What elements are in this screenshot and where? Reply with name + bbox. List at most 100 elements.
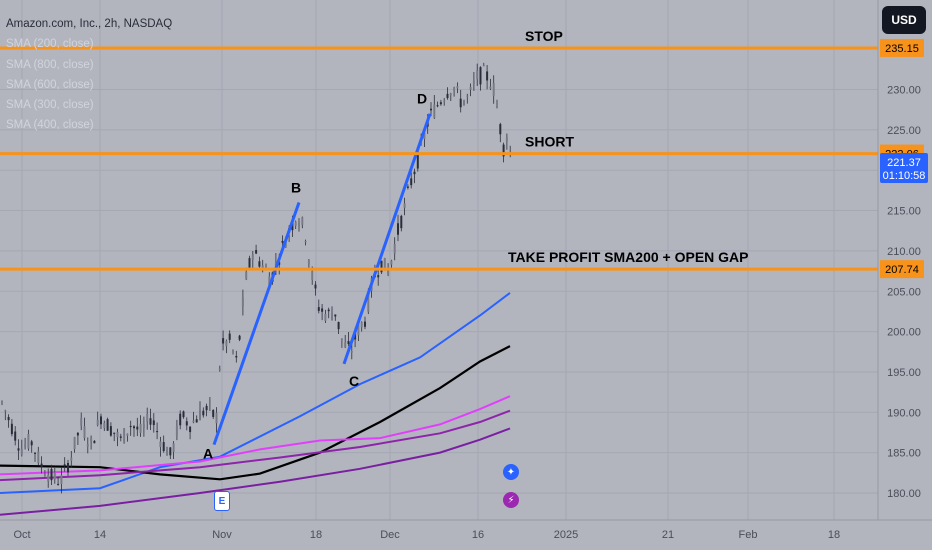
candle-body <box>393 244 396 254</box>
candle-body <box>30 441 33 446</box>
level-price-badge <box>880 260 924 279</box>
candle-body <box>47 475 50 482</box>
level-price-label: 235.15 <box>885 43 919 55</box>
indicator-sma-800[interactable]: SMA (800, close) <box>6 58 94 71</box>
candle-body <box>53 472 56 480</box>
split-event-icon[interactable]: ⚡ <box>503 492 519 508</box>
candle-body <box>146 413 149 422</box>
last-price-badge <box>880 153 928 183</box>
candle-body <box>27 434 30 449</box>
candle-body <box>331 313 333 320</box>
time-tick-label: 16 <box>472 529 484 541</box>
time-tick-label: 14 <box>94 529 106 541</box>
candle-body <box>100 416 102 425</box>
candle-body <box>57 483 60 485</box>
candle-body <box>14 431 17 441</box>
candle-body <box>463 100 465 105</box>
candle-body <box>476 70 479 80</box>
candle-body <box>195 419 198 423</box>
candle-body <box>166 449 168 456</box>
indicator-sma-600[interactable]: SMA (600, close) <box>6 78 94 91</box>
candle-body <box>162 442 165 452</box>
sma-line <box>0 395 511 476</box>
wave-label-a: A <box>203 446 213 462</box>
candle-body <box>76 432 79 436</box>
price-axis <box>878 0 932 520</box>
indicator-sma-200[interactable]: SMA (200, close) <box>6 38 94 51</box>
last-price-countdown: 01:10:58 <box>883 170 926 182</box>
candle-body <box>205 405 208 411</box>
time-tick-label: Nov <box>212 529 232 541</box>
price-tick-label: 205.00 <box>887 286 921 298</box>
candle-body <box>116 432 119 438</box>
candle-body <box>406 186 409 188</box>
candle-body <box>228 333 231 340</box>
candle-body <box>317 307 320 311</box>
candle-body <box>192 420 195 423</box>
wave-label-d: D <box>417 91 427 107</box>
candle-body <box>340 338 343 341</box>
time-tick-label: 18 <box>828 529 840 541</box>
trend-line <box>212 201 301 446</box>
dividend-event-icon[interactable]: ✦ <box>503 464 519 480</box>
price-tick-label: 190.00 <box>887 407 921 419</box>
candle-body <box>37 451 40 463</box>
candle-body <box>172 443 175 452</box>
candle-body <box>423 132 426 140</box>
candle-body <box>469 86 472 90</box>
candle-body <box>126 433 129 436</box>
candle-body <box>1 401 3 403</box>
candle-body <box>109 426 112 436</box>
candle-body <box>255 250 258 254</box>
candle-body <box>189 426 192 433</box>
candle-body <box>7 417 10 421</box>
candle-body <box>499 124 502 135</box>
candle-body <box>185 421 188 426</box>
candle-body <box>218 368 221 371</box>
candle-body <box>251 254 254 260</box>
candle-body <box>238 335 241 340</box>
candle-body <box>321 308 324 312</box>
price-tick-label: 215.00 <box>887 206 921 218</box>
price-tick-label: 185.00 <box>887 448 921 460</box>
candle-body <box>281 240 284 243</box>
candle-body <box>258 261 261 267</box>
candle-body <box>410 178 413 186</box>
time-tick-label: 2025 <box>554 529 578 541</box>
candle-body <box>248 258 251 268</box>
trend-line <box>342 113 432 365</box>
candle-body <box>142 424 145 428</box>
indicator-sma-400[interactable]: SMA (400, close) <box>6 119 94 132</box>
indicator-sma-300[interactable]: SMA (300, close) <box>6 99 94 112</box>
sma-line <box>0 345 511 481</box>
candle-body <box>443 100 446 102</box>
price-tick-label: 210.00 <box>887 246 921 258</box>
candle-body <box>139 423 142 433</box>
candle-body <box>63 464 66 466</box>
candle-body <box>413 171 416 175</box>
candle-body <box>284 242 287 248</box>
candle-body <box>43 474 46 476</box>
candle-body <box>4 410 7 412</box>
earnings-icon[interactable]: E <box>214 491 230 511</box>
candle-body <box>383 257 386 271</box>
candle-body <box>215 412 218 424</box>
candle-body <box>212 409 215 417</box>
currency-button[interactable]: USD <box>882 6 926 34</box>
candle-body <box>502 144 505 157</box>
candle-body <box>136 426 139 430</box>
candle-body <box>479 67 482 85</box>
candle-body <box>152 420 155 426</box>
candle-body <box>403 203 406 208</box>
candle-body <box>397 223 399 235</box>
candle-body <box>129 425 132 428</box>
candle-body <box>496 106 498 108</box>
symbol-title: Amazon.com, Inc., 2h, NASDAQ <box>6 18 173 30</box>
candle-body <box>304 241 307 243</box>
candle-body <box>169 447 172 456</box>
candle-body <box>291 222 294 231</box>
candle-body <box>222 338 225 344</box>
candle-body <box>294 221 297 226</box>
candle-body <box>34 452 36 454</box>
